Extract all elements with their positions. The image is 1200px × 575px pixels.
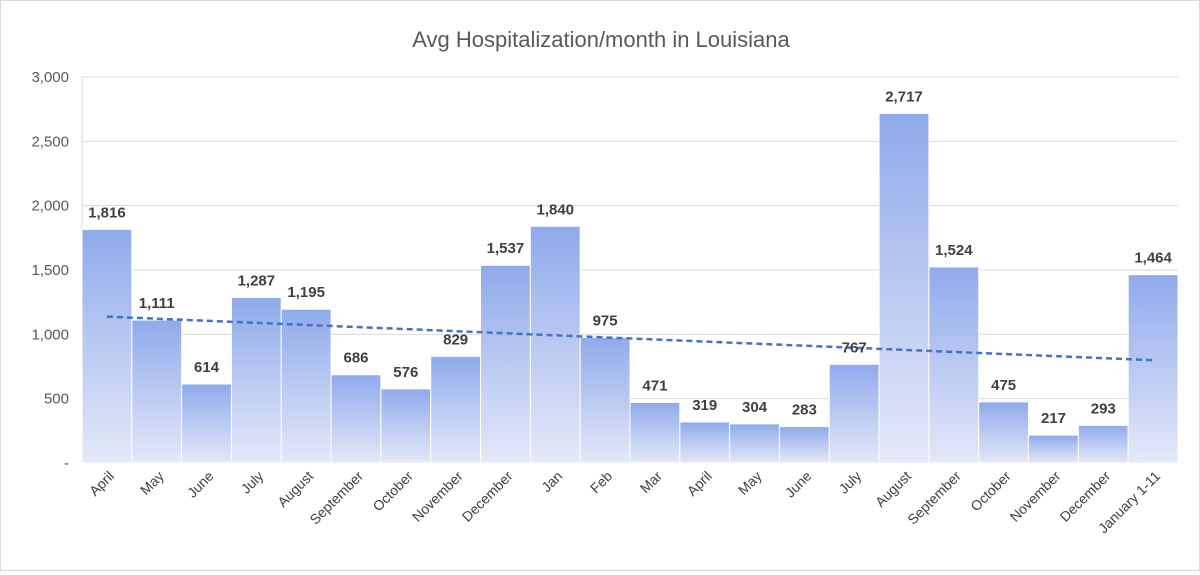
bars	[81, 112, 1179, 464]
x-tick-label: Mar	[637, 468, 666, 497]
y-tick-label: 1,000	[31, 326, 69, 343]
x-tick-label: July	[238, 468, 267, 497]
x-tick-label: June	[782, 468, 815, 501]
x-tick-label: June	[184, 468, 217, 501]
bar	[778, 426, 830, 464]
y-tick-label: 2,000	[31, 198, 69, 215]
trendline	[106, 315, 1154, 362]
data-label: 1,464	[1134, 250, 1172, 267]
data-label: 1,537	[487, 240, 525, 257]
bar	[1077, 424, 1129, 464]
x-tick-label: Jan	[538, 468, 565, 495]
x-tick-label: November	[1007, 468, 1064, 525]
data-label: 767	[842, 339, 867, 356]
data-label: 1,816	[88, 204, 126, 221]
bar	[1127, 274, 1179, 464]
x-tick-label: October	[369, 468, 416, 515]
data-label: 686	[343, 350, 368, 367]
data-label: 304	[742, 399, 768, 416]
data-label: 829	[443, 331, 468, 348]
y-tick-label: 1,500	[31, 262, 69, 279]
data-label: 1,524	[935, 242, 973, 259]
y-axis: - 500 1,000 1,500 2,000 2,500 3,000	[31, 69, 69, 472]
data-label: 471	[642, 377, 667, 394]
bar	[380, 388, 432, 464]
data-label: 576	[393, 364, 418, 381]
trend-line	[106, 315, 1154, 362]
data-label: 475	[991, 377, 1016, 394]
data-label: 1,111	[139, 295, 175, 312]
bar	[878, 112, 930, 464]
bar	[131, 319, 183, 464]
x-tick-label: May	[137, 468, 167, 498]
x-tick-label: September	[306, 468, 366, 528]
x-tick-label: April	[86, 468, 117, 499]
y-tick-label: 2,500	[31, 133, 69, 150]
x-tick-label: Feb	[587, 468, 616, 497]
data-label: 1,287	[238, 272, 276, 289]
data-labels: 1,816 1,111 614 1,287 1,195 686 576 829 1,537 1,8…	[88, 88, 1172, 427]
data-label: 1,195	[287, 284, 325, 301]
bar	[729, 423, 780, 464]
x-tick-label: May	[735, 468, 765, 498]
x-tick-label: September	[904, 468, 964, 528]
x-tick-label: July	[835, 468, 864, 497]
bar	[430, 355, 482, 464]
x-tick-label: August	[872, 468, 914, 510]
bar	[928, 266, 980, 464]
x-tick-label: April	[684, 468, 715, 499]
bar	[629, 401, 681, 464]
data-label: 283	[792, 402, 817, 419]
bar	[529, 225, 581, 464]
data-label: 217	[1041, 410, 1066, 427]
data-label: 293	[1091, 400, 1116, 417]
bar	[679, 421, 731, 464]
data-label: 614	[194, 359, 220, 376]
data-label: 975	[593, 313, 618, 330]
bar	[978, 401, 1030, 464]
bar	[81, 228, 133, 464]
data-label: 319	[692, 397, 717, 414]
y-tick-label: 500	[44, 391, 69, 408]
bar	[181, 383, 232, 464]
chart-title: Avg Hospitalization/month in Louisiana	[412, 27, 790, 52]
data-label: 2,717	[885, 88, 923, 105]
data-label: 1,840	[536, 201, 574, 218]
x-tick-label: August	[274, 468, 316, 510]
bar	[480, 264, 531, 464]
y-tick-label: -	[64, 455, 69, 472]
bar	[330, 374, 382, 464]
bar	[579, 337, 631, 464]
x-tick-label: November	[409, 468, 466, 525]
bar	[1028, 434, 1079, 464]
x-tick-label: December	[459, 468, 516, 525]
bar	[828, 363, 880, 464]
bar	[280, 308, 332, 464]
x-tick-label: October	[967, 468, 1014, 515]
y-tick-label: 3,000	[31, 69, 69, 86]
